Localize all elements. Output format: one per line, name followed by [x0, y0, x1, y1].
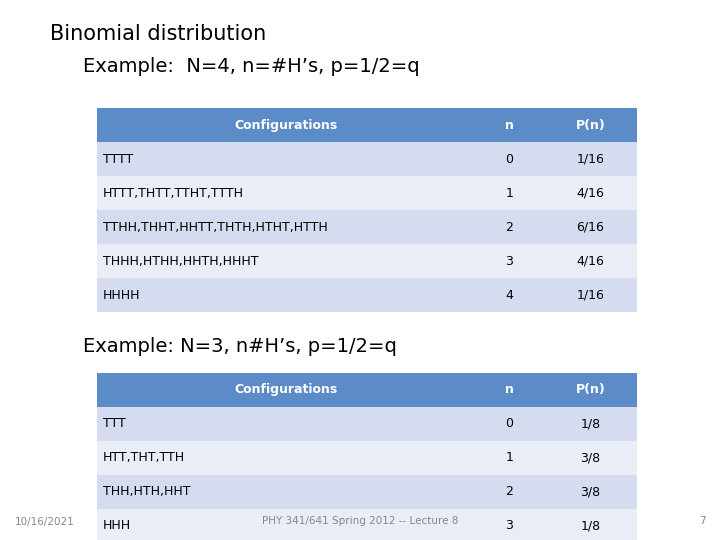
Text: 3/8: 3/8: [580, 451, 600, 464]
Bar: [475, 407, 544, 441]
Bar: [475, 278, 544, 312]
Text: n: n: [505, 383, 514, 396]
Text: Configurations: Configurations: [235, 383, 338, 396]
Text: 10/16/2021: 10/16/2021: [14, 516, 74, 526]
Bar: [544, 441, 637, 475]
Text: 4/16: 4/16: [577, 254, 604, 268]
Bar: [475, 142, 544, 176]
Text: 3: 3: [505, 254, 513, 268]
Bar: [97, 475, 475, 509]
Text: 0: 0: [505, 417, 513, 430]
Text: TTT: TTT: [103, 417, 126, 430]
Text: 2: 2: [505, 220, 513, 234]
Text: PHY 341/641 Spring 2012 -- Lecture 8: PHY 341/641 Spring 2012 -- Lecture 8: [262, 516, 458, 526]
Bar: [475, 210, 544, 244]
Bar: [475, 475, 544, 509]
Text: Configurations: Configurations: [235, 118, 338, 132]
Bar: [544, 278, 637, 312]
Bar: [544, 142, 637, 176]
Text: n: n: [505, 118, 514, 132]
Bar: [475, 509, 544, 540]
Text: TTTT: TTTT: [103, 152, 133, 166]
Text: 6/16: 6/16: [577, 220, 604, 234]
Bar: [97, 407, 475, 441]
Text: 1/16: 1/16: [577, 288, 604, 302]
Text: TTHH,THHT,HHTT,THTH,HTHT,HTTH: TTHH,THHT,HHTT,THTH,HTHT,HTTH: [103, 220, 328, 234]
Bar: [544, 509, 637, 540]
Bar: [97, 373, 475, 407]
Text: HTT,THT,TTH: HTT,THT,TTH: [103, 451, 185, 464]
Bar: [97, 278, 475, 312]
Text: 4: 4: [505, 288, 513, 302]
Text: HHH: HHH: [103, 519, 131, 532]
Bar: [475, 441, 544, 475]
Text: Binomial distribution: Binomial distribution: [50, 24, 266, 44]
Bar: [97, 108, 475, 142]
Bar: [97, 509, 475, 540]
Bar: [97, 210, 475, 244]
Text: HHHH: HHHH: [103, 288, 140, 302]
Text: Example:  N=4, n=#H’s, p=1/2=q: Example: N=4, n=#H’s, p=1/2=q: [83, 57, 420, 76]
Bar: [97, 244, 475, 278]
Text: 4/16: 4/16: [577, 186, 604, 200]
Bar: [544, 373, 637, 407]
Text: THH,HTH,HHT: THH,HTH,HHT: [103, 485, 191, 498]
Bar: [544, 108, 637, 142]
Text: 0: 0: [505, 152, 513, 166]
Text: THHH,HTHH,HHTH,HHHT: THHH,HTHH,HHTH,HHHT: [103, 254, 258, 268]
Text: 1/8: 1/8: [580, 519, 600, 532]
Bar: [97, 441, 475, 475]
Text: 3: 3: [505, 519, 513, 532]
Text: 2: 2: [505, 485, 513, 498]
Text: P(n): P(n): [575, 383, 606, 396]
Text: 1: 1: [505, 186, 513, 200]
Bar: [544, 244, 637, 278]
Text: 7: 7: [699, 516, 706, 526]
Text: P(n): P(n): [575, 118, 606, 132]
Text: 3/8: 3/8: [580, 485, 600, 498]
Text: Example: N=3, n#H’s, p=1/2=q: Example: N=3, n#H’s, p=1/2=q: [83, 338, 397, 356]
Text: 1: 1: [505, 451, 513, 464]
Text: HTTT,THTT,TTHT,TTTH: HTTT,THTT,TTHT,TTTH: [103, 186, 244, 200]
Bar: [544, 475, 637, 509]
Bar: [544, 176, 637, 210]
Bar: [475, 108, 544, 142]
Bar: [475, 373, 544, 407]
Bar: [544, 407, 637, 441]
Bar: [544, 210, 637, 244]
Bar: [475, 244, 544, 278]
Bar: [97, 142, 475, 176]
Bar: [475, 176, 544, 210]
Bar: [97, 176, 475, 210]
Text: 1/16: 1/16: [577, 152, 604, 166]
Text: 1/8: 1/8: [580, 417, 600, 430]
